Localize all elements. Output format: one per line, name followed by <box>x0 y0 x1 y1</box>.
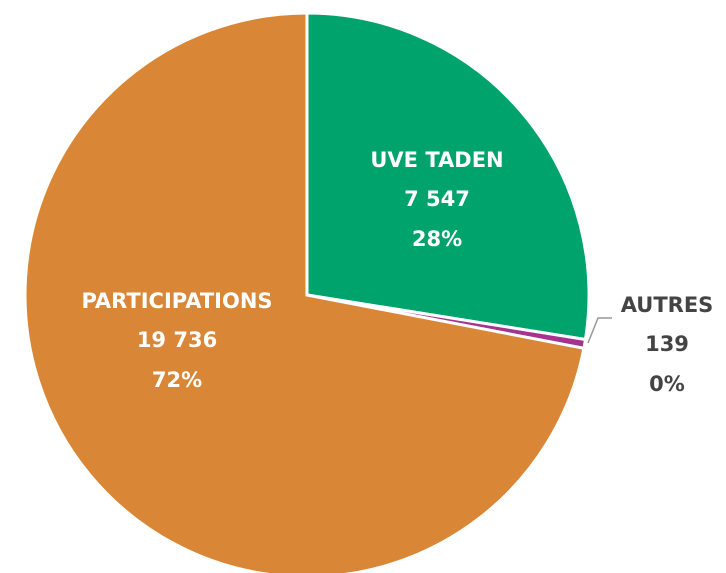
value-label: 139 <box>645 332 689 356</box>
percent-label: 28% <box>412 227 462 251</box>
slice-label: AUTRES <box>621 293 714 317</box>
percent-label: 72% <box>152 368 202 392</box>
percent-label: 0% <box>649 372 685 396</box>
pie-slice <box>305 11 591 342</box>
value-label: 19 736 <box>137 328 217 352</box>
slice-label: UVE TADEN <box>370 148 503 172</box>
value-label: 7 547 <box>404 187 470 211</box>
leader-line <box>587 317 612 344</box>
pie-slice <box>23 11 586 573</box>
slice-label: PARTICIPATIONS <box>81 289 272 313</box>
